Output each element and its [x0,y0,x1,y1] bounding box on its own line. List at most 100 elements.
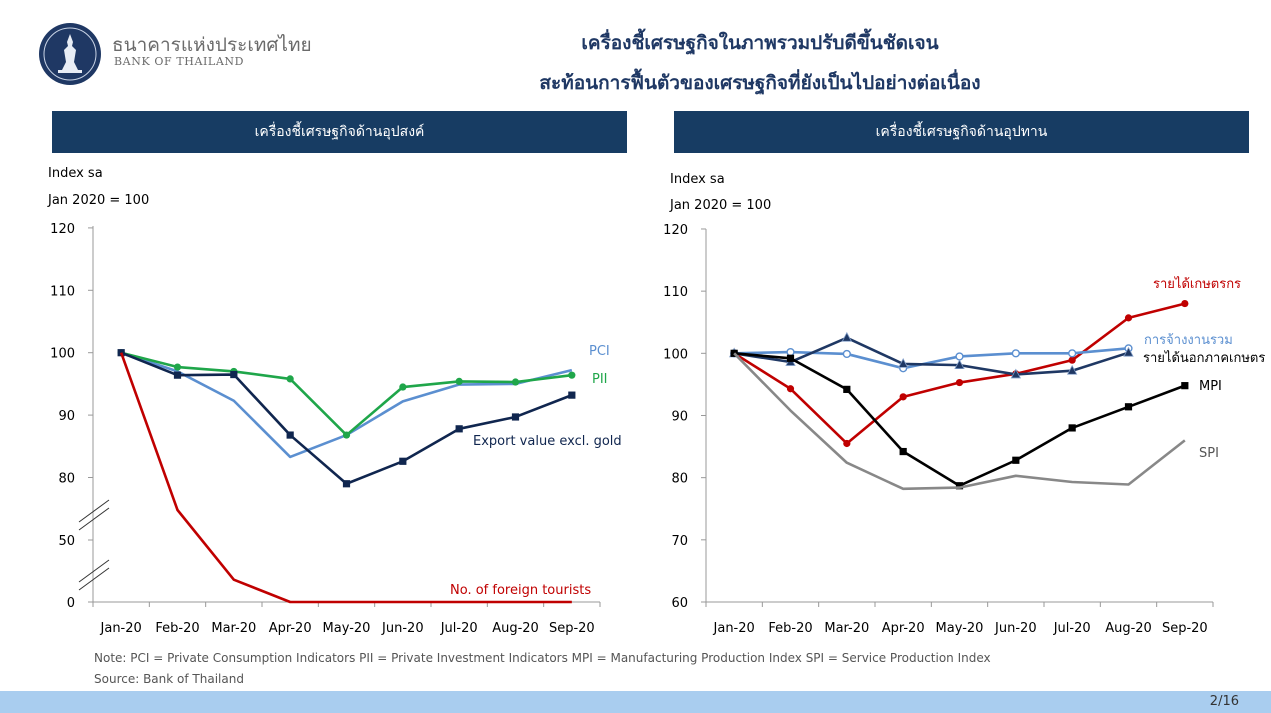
y-tick-label: 60 [671,596,688,611]
series-line-5 [733,352,1186,491]
supply-base-label: Jan 2020 = 100 [670,198,772,213]
data-point [1068,349,1077,358]
x-tick-label: Mar-20 [824,621,869,636]
axis-break-mark [78,499,110,523]
data-point [399,383,407,391]
data-point [786,385,795,393]
x-tick-label: Feb-20 [768,621,812,636]
axis-break-mark [78,507,110,531]
data-point [286,375,294,383]
data-point [230,370,238,379]
data-point [1012,456,1020,464]
x-tick-label: Jun-20 [994,621,1037,636]
x-tick-label: May-20 [323,621,371,636]
y-tick-label: 80 [58,472,75,487]
source-note: Source: Bank of Thailand [94,672,244,686]
data-point [1181,382,1189,390]
data-point [1123,346,1134,357]
data-point [954,359,965,370]
x-tick-label: Jul-20 [1053,621,1091,636]
data-point [286,431,294,439]
page-title-line-2: สะท้อนการฟื้นตัวของเศรษฐกิจที่ยังเป็นไปอ… [539,72,981,94]
series-label-3: Export value excl. gold [473,434,622,449]
data-point [843,385,851,393]
data-point [1068,356,1076,364]
data-point [455,377,463,386]
series-line-4 [119,352,572,604]
supply-indicators-chart: Jan-20 Feb-20 Mar-20 Apr-20 May-20 Jun-20 Jul-… [663,223,1265,636]
series-label-4: No. of foreign tourists [450,583,591,598]
y-tick-label: 100 [663,347,688,362]
data-point [898,358,909,368]
series-label-2: PII [592,372,608,387]
series-label-3: รายได้นอกภาคเกษตร [1143,350,1265,366]
y-tick-label: 110 [663,285,688,300]
data-point [1011,349,1020,358]
x-tick-label: Aug-20 [492,621,539,636]
series-line-3 [733,336,1129,376]
definitions-note: Note: PCI = Private Consumption Indicato… [94,651,991,665]
series-label-2: การจ้างงานรวม [1144,333,1233,348]
x-tick-label: Aug-20 [1105,621,1152,636]
y-tick-label: 0 [67,596,75,611]
x-tick-label: Apr-20 [269,621,312,636]
x-tick-label: Sep-20 [549,621,595,636]
data-point [786,354,795,362]
supply-unit-label: Index sa [670,172,725,187]
data-point [786,347,795,357]
data-point [841,331,852,342]
bank-of-thailand-logo [39,23,101,85]
y-tick-label: 90 [671,409,688,424]
y-tick-label: 70 [671,534,688,549]
x-tick-label: Jun-20 [381,621,424,636]
x-tick-label: Mar-20 [211,621,256,636]
demand-indicators-chart: Jan-20 Feb-20 Mar-20 Apr-20 May-20 Jun-20 Jul-… [50,222,622,636]
data-point [1124,314,1133,322]
page-number: 2/16 [1209,694,1239,709]
data-point [1010,368,1021,379]
data-point [511,378,520,386]
page-title-line-1: เครื่องชี้เศรษฐกิจในภาพรวมปรับดีขึ้นชัดเ… [581,32,939,54]
data-point [173,371,182,379]
data-point [173,363,182,371]
y-tick-label: 100 [50,347,75,362]
data-point [1124,403,1133,411]
data-point [899,393,907,401]
data-point [955,482,964,490]
data-point [899,447,907,456]
org-name-english: BANK OF THAILAND [114,55,245,68]
data-point [568,371,576,379]
data-point [1068,424,1076,432]
y-tick-label: 80 [671,472,688,487]
demand-base-label: Jan 2020 = 100 [48,193,150,208]
data-point [342,431,351,439]
x-tick-label: Sep-20 [1162,621,1208,636]
demand-unit-label: Index sa [48,166,103,181]
data-point [955,352,964,361]
org-name-thai: ธนาคารแห่งประเทศไทย [112,34,312,56]
data-point [955,378,964,387]
data-point [730,349,738,357]
data-point [568,391,576,399]
y-tick-label: 110 [50,284,75,299]
data-point [843,439,851,448]
footer-bar: 2/16 [0,691,1271,713]
data-point [399,457,407,465]
data-point [1067,364,1078,375]
y-tick-label: 120 [663,223,688,238]
series-label-5: SPI [1199,446,1219,461]
y-tick-label: 50 [58,534,75,549]
x-tick-label: Jul-20 [440,621,478,636]
x-tick-label: Jan-20 [100,621,142,636]
data-point [842,349,851,359]
x-tick-label: Apr-20 [882,621,925,636]
x-tick-label: Jan-20 [713,621,755,636]
data-point [342,480,351,488]
series-label-1: PCI [589,344,610,359]
data-point [1181,299,1189,308]
y-tick-label: 90 [58,409,75,424]
axis-break-mark [78,559,110,583]
data-point [455,425,463,433]
x-tick-label: Feb-20 [155,621,199,636]
supply-panel-heading: เครื่องชี้เศรษฐกิจด้านอุปทาน [674,111,1249,153]
